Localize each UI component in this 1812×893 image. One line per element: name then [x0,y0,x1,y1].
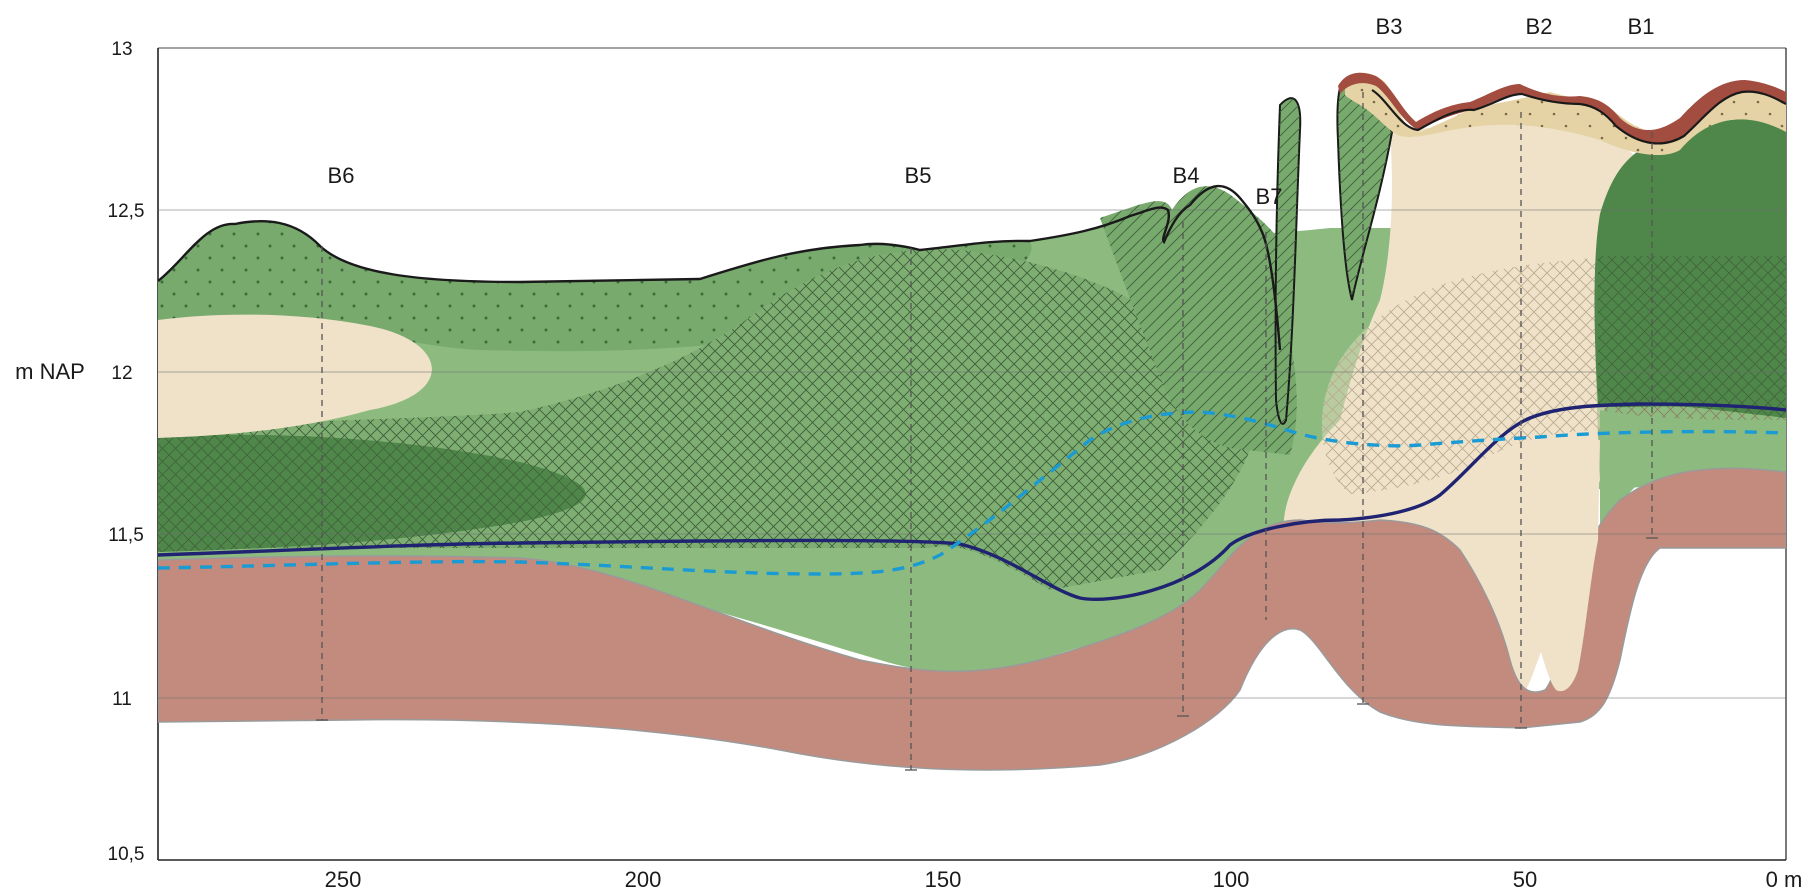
y-tick-label: 11,5 [108,525,144,546]
borehole-lines [321,92,1653,770]
y-tick-label: 13 [111,39,132,60]
y-tick-label: 11 [112,689,132,710]
topsoil-outline [1371,89,1786,145]
borehole-label-b1: B1 [1628,14,1655,39]
borehole-label-b2: B2 [1526,14,1553,39]
borehole-label-b5: B5 [905,163,932,188]
x-tick-label: 100 [1213,867,1250,892]
layer-green-right [1600,410,1786,540]
layer-sand-finger [1490,440,1600,692]
layer-red-topsoil [1338,72,1786,144]
layer-red-clay-base [158,467,1786,771]
y-tick-label: 12 [111,363,132,384]
x-axis: 250 200 150 100 50 0 m [325,867,1803,892]
x-tick-label: 0 m [1766,867,1803,892]
borehole-label-b6: B6 [328,163,355,188]
line-blue-dashed [158,410,1786,576]
layer-sand-lens-left [158,314,432,438]
borehole-label-b3: B3 [1376,14,1403,39]
borehole-labels: B1 B2 B3 B4 B5 B6 B7 [328,14,1655,209]
borehole-end-ticks [316,537,1658,771]
y-axis: 13 12,5 12 11,5 11 10,5 m NAP [15,39,144,865]
borehole-label-b7: B7 [1256,184,1283,209]
y-tick-label: 12,5 [108,201,145,222]
y-axis-label: m NAP [15,359,85,384]
x-tick-label: 250 [325,867,362,892]
line-navy-solid [158,402,1786,602]
y-tick-label: 10,5 [108,844,145,865]
x-tick-label: 50 [1513,867,1537,892]
borehole-label-b4: B4 [1173,163,1200,188]
x-tick-label: 150 [925,867,962,892]
subsurface-layers [158,72,1786,771]
x-tick-label: 200 [625,867,662,892]
